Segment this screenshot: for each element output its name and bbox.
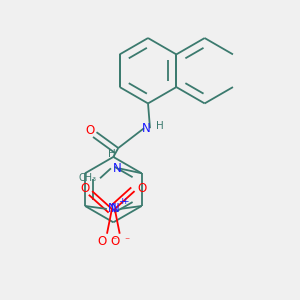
Text: O: O (110, 235, 119, 248)
Text: O: O (98, 235, 107, 248)
Text: +: + (121, 196, 128, 206)
Text: N: N (142, 122, 150, 135)
Text: N: N (108, 202, 116, 215)
Text: H: H (156, 121, 164, 131)
Text: N: N (110, 202, 119, 215)
Text: O: O (137, 182, 146, 195)
Text: CH₃: CH₃ (78, 173, 96, 183)
Text: +: + (118, 196, 126, 206)
Text: ⁻: ⁻ (111, 237, 116, 247)
Text: ⁻: ⁻ (124, 237, 129, 247)
Text: O: O (81, 182, 90, 195)
Text: N: N (112, 162, 121, 175)
Text: H: H (108, 149, 116, 160)
Text: O: O (85, 124, 94, 137)
